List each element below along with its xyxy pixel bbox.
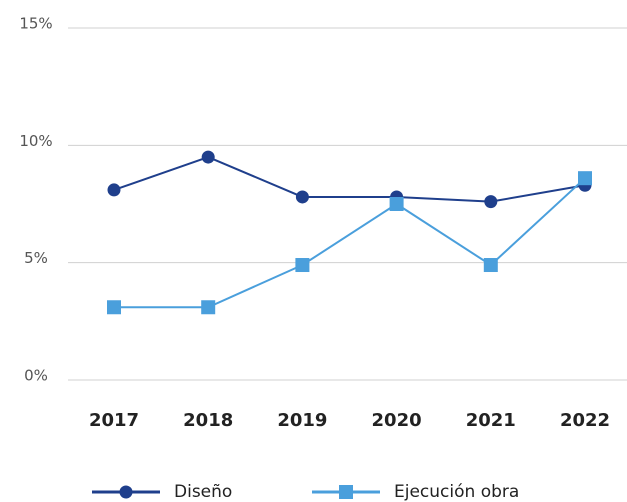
legend-label: Ejecución obra (394, 482, 519, 502)
x-tick-label: 2019 (277, 410, 327, 431)
data-point (201, 300, 216, 315)
data-point (578, 171, 592, 186)
series-line (113, 155, 586, 203)
legend-label: Diseño (174, 482, 232, 502)
data-point (107, 300, 121, 315)
data-point (483, 258, 498, 273)
series-line (114, 177, 586, 309)
y-tick-label: 15% (19, 15, 52, 33)
data-point (295, 258, 310, 273)
legend-marker (119, 485, 133, 499)
x-tick-label: 2021 (466, 410, 516, 431)
x-tick-label: 2017 (89, 410, 139, 431)
y-tick-label: 5% (24, 249, 48, 267)
legend-marker (339, 485, 353, 499)
y-tick-label: 0% (24, 367, 48, 385)
data-point (107, 183, 121, 197)
x-tick-label: 2020 (372, 410, 422, 431)
data-point (389, 197, 404, 211)
data-point (201, 150, 215, 164)
x-tick-label: 2022 (560, 410, 610, 431)
data-point (295, 190, 309, 204)
x-tick-label: 2018 (183, 410, 233, 431)
y-tick-label: 10% (19, 132, 52, 150)
data-point (484, 195, 498, 209)
